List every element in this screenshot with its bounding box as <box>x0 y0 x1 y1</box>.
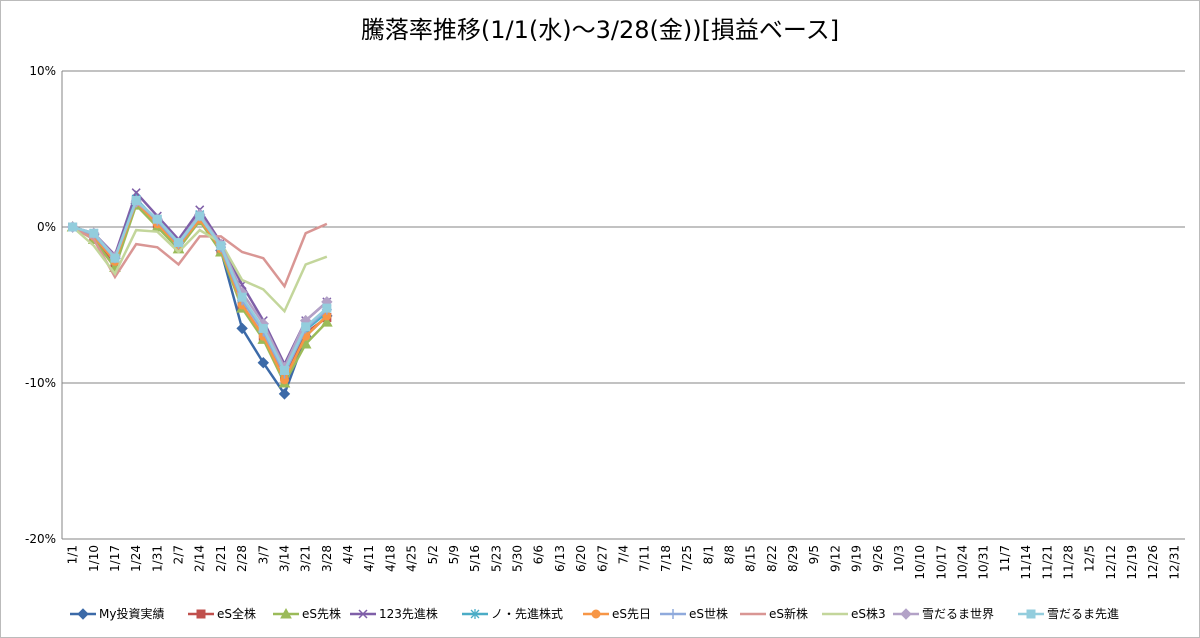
x-tick-label: 11/7 <box>998 545 1012 572</box>
x-tick-label: 7/25 <box>680 545 694 572</box>
x-tick-label: 3/14 <box>277 545 291 572</box>
x-tick-label: 9/26 <box>871 545 885 572</box>
point <box>278 388 291 400</box>
y-tick-label: -20% <box>25 532 56 546</box>
legend-marker <box>77 608 89 620</box>
x-tick-label: 9/19 <box>850 545 864 572</box>
x-tick-label: 3/28 <box>320 545 334 572</box>
x-tick-label: 2/14 <box>193 545 207 572</box>
x-tick-label: 5/30 <box>511 545 525 572</box>
point <box>321 316 333 327</box>
x-tick-label: 12/31 <box>1167 545 1181 580</box>
series-line <box>71 222 328 289</box>
legend-marker <box>470 609 480 619</box>
x-tick-label: 3/7 <box>256 545 270 564</box>
legend-label: eS先日 <box>612 607 651 621</box>
point <box>68 222 78 232</box>
x-tick-label: 2/28 <box>235 545 249 572</box>
x-tick-label: 4/18 <box>383 545 397 572</box>
x-tick-label: 6/27 <box>595 545 609 572</box>
legend-label: eS世株 <box>689 606 728 621</box>
legend-label: 雪だるま世界 <box>922 607 994 621</box>
legend-label: eS先株 <box>302 606 341 621</box>
legend-marker <box>1026 609 1036 619</box>
x-tick-label: 3/21 <box>299 545 313 572</box>
x-tick-label: 5/23 <box>489 545 503 572</box>
x-tick-label: 8/1 <box>701 545 715 564</box>
x-tick-label: 6/13 <box>553 545 567 572</box>
x-tick-label: 5/2 <box>426 545 440 564</box>
x-tick-label: 6/20 <box>574 545 588 572</box>
legend-marker <box>196 609 206 619</box>
x-tick-label: 5/9 <box>447 545 461 564</box>
x-tick-label: 2/21 <box>214 545 228 572</box>
legend-label: 雪だるま先進 <box>1047 607 1119 621</box>
point <box>216 241 226 251</box>
x-tick-label: 8/15 <box>744 545 758 572</box>
point <box>237 292 247 302</box>
x-tick-label: 8/8 <box>722 545 736 564</box>
point <box>89 228 99 238</box>
x-tick-label: 10/17 <box>934 545 948 580</box>
x-tick-label: 4/11 <box>362 545 376 572</box>
x-tick-label: 4/25 <box>405 545 419 572</box>
legend-marker <box>358 609 368 619</box>
x-tick-label: 12/5 <box>1083 545 1097 572</box>
point <box>322 303 332 313</box>
x-tick-label: 11/14 <box>1019 545 1033 580</box>
x-tick-label: 4/4 <box>341 545 355 564</box>
y-tick-label: 10% <box>29 64 56 78</box>
point <box>131 195 141 205</box>
x-tick-label: 1/17 <box>108 545 122 572</box>
x-tick-label: 2/7 <box>172 545 186 564</box>
x-tick-label: 12/12 <box>1104 545 1118 580</box>
x-tick-label: 8/22 <box>765 545 779 572</box>
x-tick-label: 10/3 <box>892 545 906 572</box>
point <box>174 238 184 248</box>
x-tick-label: 11/28 <box>1061 545 1075 580</box>
legend-label: eS株3 <box>851 606 886 621</box>
x-tick-label: 12/19 <box>1125 545 1139 580</box>
x-tick-label: 9/12 <box>828 545 842 572</box>
x-tick-label: 8/29 <box>786 545 800 572</box>
x-tick-label: 7/18 <box>659 545 673 572</box>
x-tick-label: 6/6 <box>532 545 546 564</box>
y-tick-label: -10% <box>25 376 56 390</box>
legend-marker <box>668 609 678 619</box>
legend-label: eS全株 <box>217 606 256 621</box>
x-tick-label: 1/1 <box>66 545 80 564</box>
x-tick-label: 11/21 <box>1040 545 1054 580</box>
x-tick-label: 9/5 <box>807 545 821 564</box>
x-tick-label: 1/10 <box>87 545 101 572</box>
point <box>195 211 205 221</box>
x-tick-label: 10/10 <box>913 545 927 580</box>
x-tick-label: 12/26 <box>1146 545 1160 580</box>
x-tick-label: 10/24 <box>956 545 970 580</box>
point <box>301 322 311 332</box>
point <box>236 322 248 335</box>
legend-marker <box>591 609 601 619</box>
point <box>279 366 289 376</box>
chart-title: 騰落率推移(1/1(水)～3/28(金))[損益ベース] <box>361 16 839 44</box>
x-tick-label: 7/11 <box>638 545 652 572</box>
legend-label: My投資実績 <box>99 606 164 621</box>
x-tick-label: 1/31 <box>150 545 164 572</box>
point <box>152 214 162 224</box>
series-line <box>71 226 328 314</box>
legend-marker <box>900 608 912 620</box>
legend-label: ノ・先進株式 <box>491 606 563 621</box>
point <box>257 357 269 369</box>
x-tick-label: 1/24 <box>129 545 143 572</box>
x-tick-label: 7/4 <box>617 545 631 564</box>
x-tick-label: 5/16 <box>468 545 482 572</box>
point <box>110 253 120 263</box>
legend-label: eS新株 <box>769 606 808 621</box>
legend-marker <box>280 607 292 619</box>
legend-label: 123先進株 <box>379 606 438 621</box>
y-tick-label: 0% <box>37 220 56 234</box>
point <box>258 323 268 333</box>
x-tick-label: 10/31 <box>977 545 991 580</box>
